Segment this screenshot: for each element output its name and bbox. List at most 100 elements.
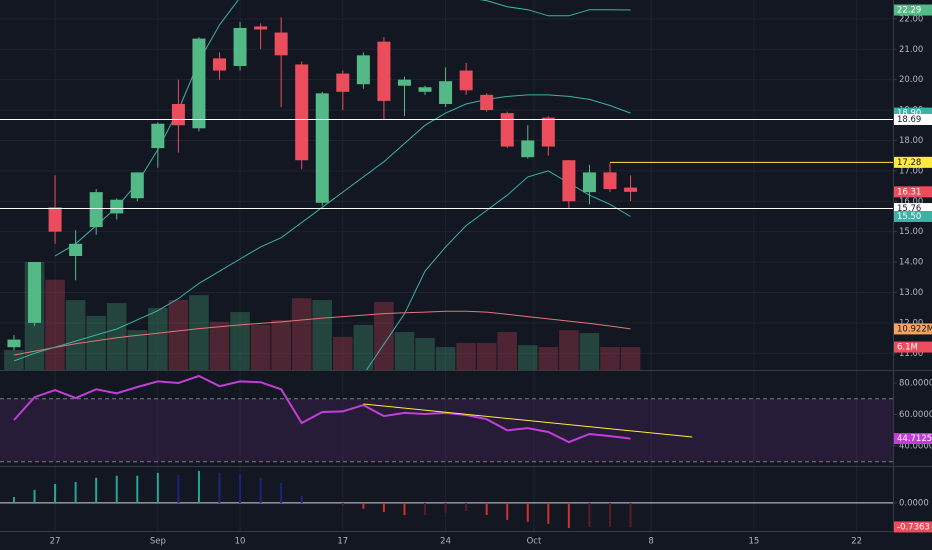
price-tag-label: 18.90 <box>897 109 921 119</box>
volume-bar <box>127 330 148 370</box>
price-tag-label: 18.69 <box>897 115 921 125</box>
histogram-bar <box>218 472 221 503</box>
candle-body <box>48 207 62 232</box>
volume-bar <box>559 330 579 370</box>
candle-body <box>89 192 103 228</box>
volume-bar <box>189 295 209 370</box>
y-tick-label: 20.00 <box>899 75 923 85</box>
x-tick-label: 24 <box>440 537 451 547</box>
volume-bar <box>415 338 435 370</box>
x-tick-label: 22 <box>851 537 862 547</box>
candle-body <box>69 243 83 256</box>
histogram-bar <box>629 502 632 527</box>
candle-body <box>582 172 596 193</box>
volume-bar <box>497 332 518 370</box>
volume-bar <box>148 307 168 370</box>
volume-bar <box>579 333 600 370</box>
volume-bar <box>435 347 456 370</box>
candle-body <box>521 140 535 158</box>
volume-bar <box>168 300 189 370</box>
volume-bar <box>86 315 106 370</box>
histogram-bar <box>382 502 385 513</box>
histogram-bar <box>424 502 427 515</box>
price-tag-label: 44.7125 <box>897 434 932 444</box>
y-tick-label: 18.00 <box>899 136 923 146</box>
histogram-bar <box>259 477 262 503</box>
candle-body <box>254 26 268 30</box>
volume-bar <box>4 350 24 370</box>
candle-body <box>315 93 329 203</box>
y-tick-label: 13.00 <box>899 288 923 298</box>
volume-bar <box>250 324 271 370</box>
volume-ma-line <box>13 310 631 356</box>
histogram-bar <box>526 502 529 522</box>
y-tick-label: 40.0000 <box>899 442 932 452</box>
candle-body <box>192 38 206 129</box>
price-tag <box>894 210 932 222</box>
candle-body <box>418 87 432 92</box>
volume-bar <box>230 312 250 370</box>
volume-bar <box>600 347 620 370</box>
histogram-bar <box>362 502 365 509</box>
rsi-line <box>13 374 631 444</box>
y-tick-label: 21.00 <box>899 45 923 55</box>
y-tick-label: 15.00 <box>899 227 923 237</box>
y-tick-label: 16.00 <box>899 197 923 207</box>
volume-bar <box>518 345 538 370</box>
volume-bar <box>312 300 333 370</box>
price-tag <box>894 113 932 125</box>
histogram-bar <box>547 502 550 524</box>
price-tag <box>894 521 932 533</box>
y-tick-label: 17.00 <box>899 166 923 176</box>
y-tick-label: 11.00 <box>899 349 923 359</box>
volume-bar <box>271 319 291 370</box>
volume-bar <box>353 324 374 370</box>
price-tag <box>894 186 932 198</box>
histogram-bar <box>95 477 98 503</box>
candle-body <box>480 94 494 111</box>
candle-body <box>541 117 555 147</box>
candle-body <box>356 55 370 85</box>
volume-bar <box>209 321 230 370</box>
price-tag-label: 22.29 <box>897 6 921 16</box>
candle-body <box>7 339 21 348</box>
price-tag-label: -0.7363 <box>897 522 930 532</box>
y-tick-label: 22.00 <box>899 14 923 24</box>
volume-bar <box>374 301 394 370</box>
volume-bar <box>394 332 415 370</box>
candle-body <box>377 41 391 101</box>
histogram-bar <box>197 470 200 503</box>
volume-bar <box>620 347 641 370</box>
candle-body <box>151 123 165 149</box>
histogram-bar <box>567 502 570 529</box>
candle-body <box>336 73 350 92</box>
volume-bar <box>65 300 86 370</box>
histogram-bar <box>280 483 283 503</box>
x-tick-label: 27 <box>50 537 61 547</box>
volume-bar <box>456 342 476 370</box>
histogram-bar <box>74 482 77 503</box>
band-fill <box>0 398 893 462</box>
price-tag <box>894 156 932 168</box>
price-tag <box>894 341 932 353</box>
histogram-bar <box>341 502 344 506</box>
candle-body <box>212 58 226 71</box>
x-tick-label: 8 <box>648 537 653 547</box>
volume-bar <box>45 279 65 370</box>
price-tag-label: 6.1M <box>897 343 918 353</box>
histogram-bar <box>177 474 180 503</box>
candle-body <box>500 113 514 147</box>
candle-body <box>624 187 638 192</box>
volume-bar <box>333 336 353 370</box>
y-tick-label: 60.0000 <box>899 410 932 420</box>
price-tag-label: 16.31 <box>897 187 921 197</box>
candle-body <box>439 81 453 104</box>
price-tag-label: 15.50 <box>897 212 921 222</box>
y-tick-label: 0.0000 <box>899 498 929 508</box>
histogram-bar <box>465 502 468 512</box>
candle-body <box>130 172 144 199</box>
histogram-bar <box>506 502 509 520</box>
histogram-bar <box>156 472 159 503</box>
